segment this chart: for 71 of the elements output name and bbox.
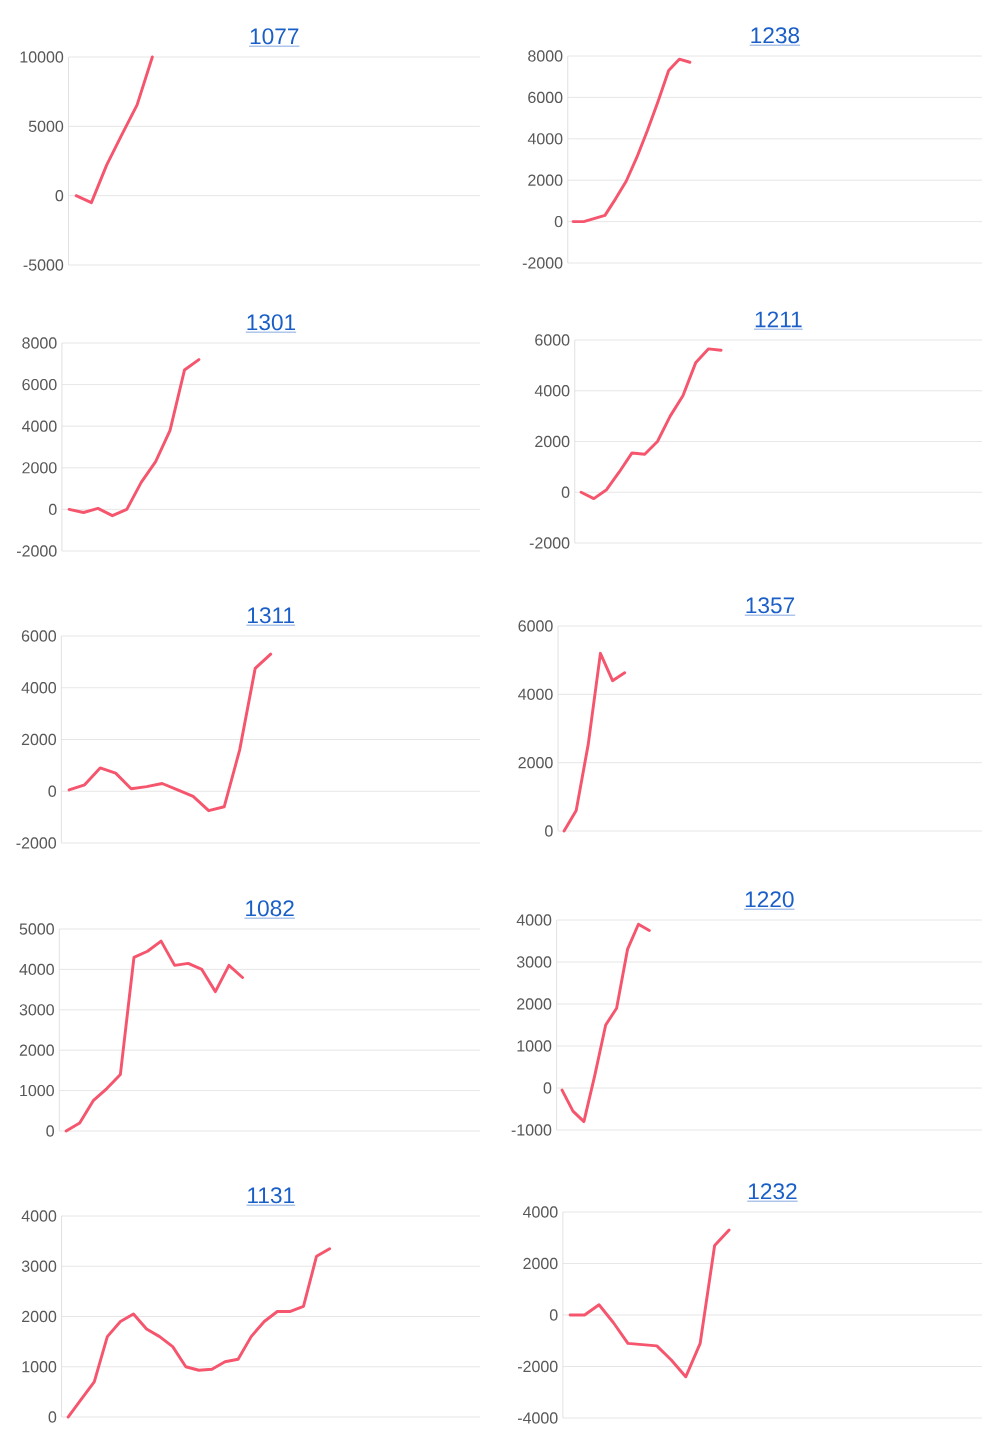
y-tick-label: 4000 xyxy=(21,420,57,432)
y-tick-label: -2000 xyxy=(16,837,57,849)
line-series xyxy=(568,1228,731,1379)
y-tick-label: 0 xyxy=(561,486,570,498)
y-tick-label: 0 xyxy=(549,1309,558,1321)
y-tick-label: 2000 xyxy=(21,733,57,746)
y-tick-label: 0 xyxy=(543,1082,552,1094)
y-tick-label: 10000 xyxy=(20,51,64,63)
chart-title: 1357 xyxy=(746,597,795,614)
y-tick-label: 2000 xyxy=(528,174,563,186)
chart-title: 1232 xyxy=(748,1183,797,1200)
y-tick-label: 1000 xyxy=(20,1084,54,1097)
y-tick-label: -5000 xyxy=(23,259,64,271)
y-tick-label: 2000 xyxy=(518,757,553,769)
y-tick-label: 3000 xyxy=(19,1004,54,1016)
y-tick-label: 4000 xyxy=(534,385,570,397)
y-tick-label: 6000 xyxy=(535,334,570,346)
y-tick-label: 8000 xyxy=(528,50,563,62)
y-tick-label: 4000 xyxy=(518,688,553,700)
y-tick-label: 3000 xyxy=(516,956,552,968)
y-tick-label: 0 xyxy=(55,190,64,202)
y-tick-label: 2000 xyxy=(523,1257,558,1270)
y-tick-label: -2000 xyxy=(517,1360,558,1373)
y-tick-label: 0 xyxy=(48,785,57,797)
y-tick-label: 1000 xyxy=(517,1040,552,1052)
y-tick-label: -2000 xyxy=(522,257,563,269)
y-tick-label: 8000 xyxy=(22,337,57,349)
line-series xyxy=(579,347,723,501)
chart-title: 1220 xyxy=(745,891,794,908)
chart-title: 1211 xyxy=(755,311,802,328)
line-series xyxy=(560,922,651,1124)
y-tick-label: 2000 xyxy=(19,1044,54,1056)
y-tick-label: 0 xyxy=(545,825,553,837)
y-tick-label: 4000 xyxy=(516,914,552,926)
line-series xyxy=(562,651,627,833)
y-tick-label: 4000 xyxy=(19,963,54,976)
y-tick-label: -1000 xyxy=(511,1124,552,1136)
chart-title: 1077 xyxy=(250,28,299,45)
y-tick-label: 4000 xyxy=(21,1210,57,1222)
chart-title: 1238 xyxy=(751,27,800,44)
line-series xyxy=(74,55,154,205)
chart-title: 1131 xyxy=(248,1187,295,1204)
y-tick-label: 2000 xyxy=(22,462,57,474)
y-tick-label: 2000 xyxy=(517,998,552,1010)
line-series xyxy=(64,939,244,1133)
y-tick-label: 6000 xyxy=(21,630,57,642)
y-tick-label: 0 xyxy=(46,1125,54,1137)
y-tick-label: 5000 xyxy=(28,120,64,132)
y-tick-label: 5000 xyxy=(19,923,54,935)
y-tick-label: 4000 xyxy=(527,133,563,145)
y-tick-label: 0 xyxy=(48,1411,57,1423)
y-tick-label: -4000 xyxy=(517,1412,558,1424)
y-tick-label: 0 xyxy=(554,215,563,228)
line-series xyxy=(67,358,201,518)
y-tick-label: 2000 xyxy=(535,435,570,448)
y-tick-label: -2000 xyxy=(529,537,570,549)
y-tick-label: 4000 xyxy=(522,1206,558,1218)
y-tick-label: 0 xyxy=(48,503,57,516)
chart-title: 1301 xyxy=(247,314,296,331)
y-tick-label: 6000 xyxy=(518,620,553,632)
chart-title: 1082 xyxy=(246,900,294,917)
line-series xyxy=(66,1247,332,1419)
y-tick-label: -2000 xyxy=(17,545,57,557)
y-tick-label: 3000 xyxy=(21,1260,57,1272)
y-tick-label: 6000 xyxy=(22,378,57,391)
y-tick-label: 2000 xyxy=(22,1310,57,1323)
y-tick-label: 4000 xyxy=(21,682,57,694)
line-series xyxy=(67,652,273,813)
chart-title: 1311 xyxy=(248,607,294,624)
y-tick-label: 1000 xyxy=(22,1361,57,1373)
y-tick-label: 6000 xyxy=(528,91,563,104)
